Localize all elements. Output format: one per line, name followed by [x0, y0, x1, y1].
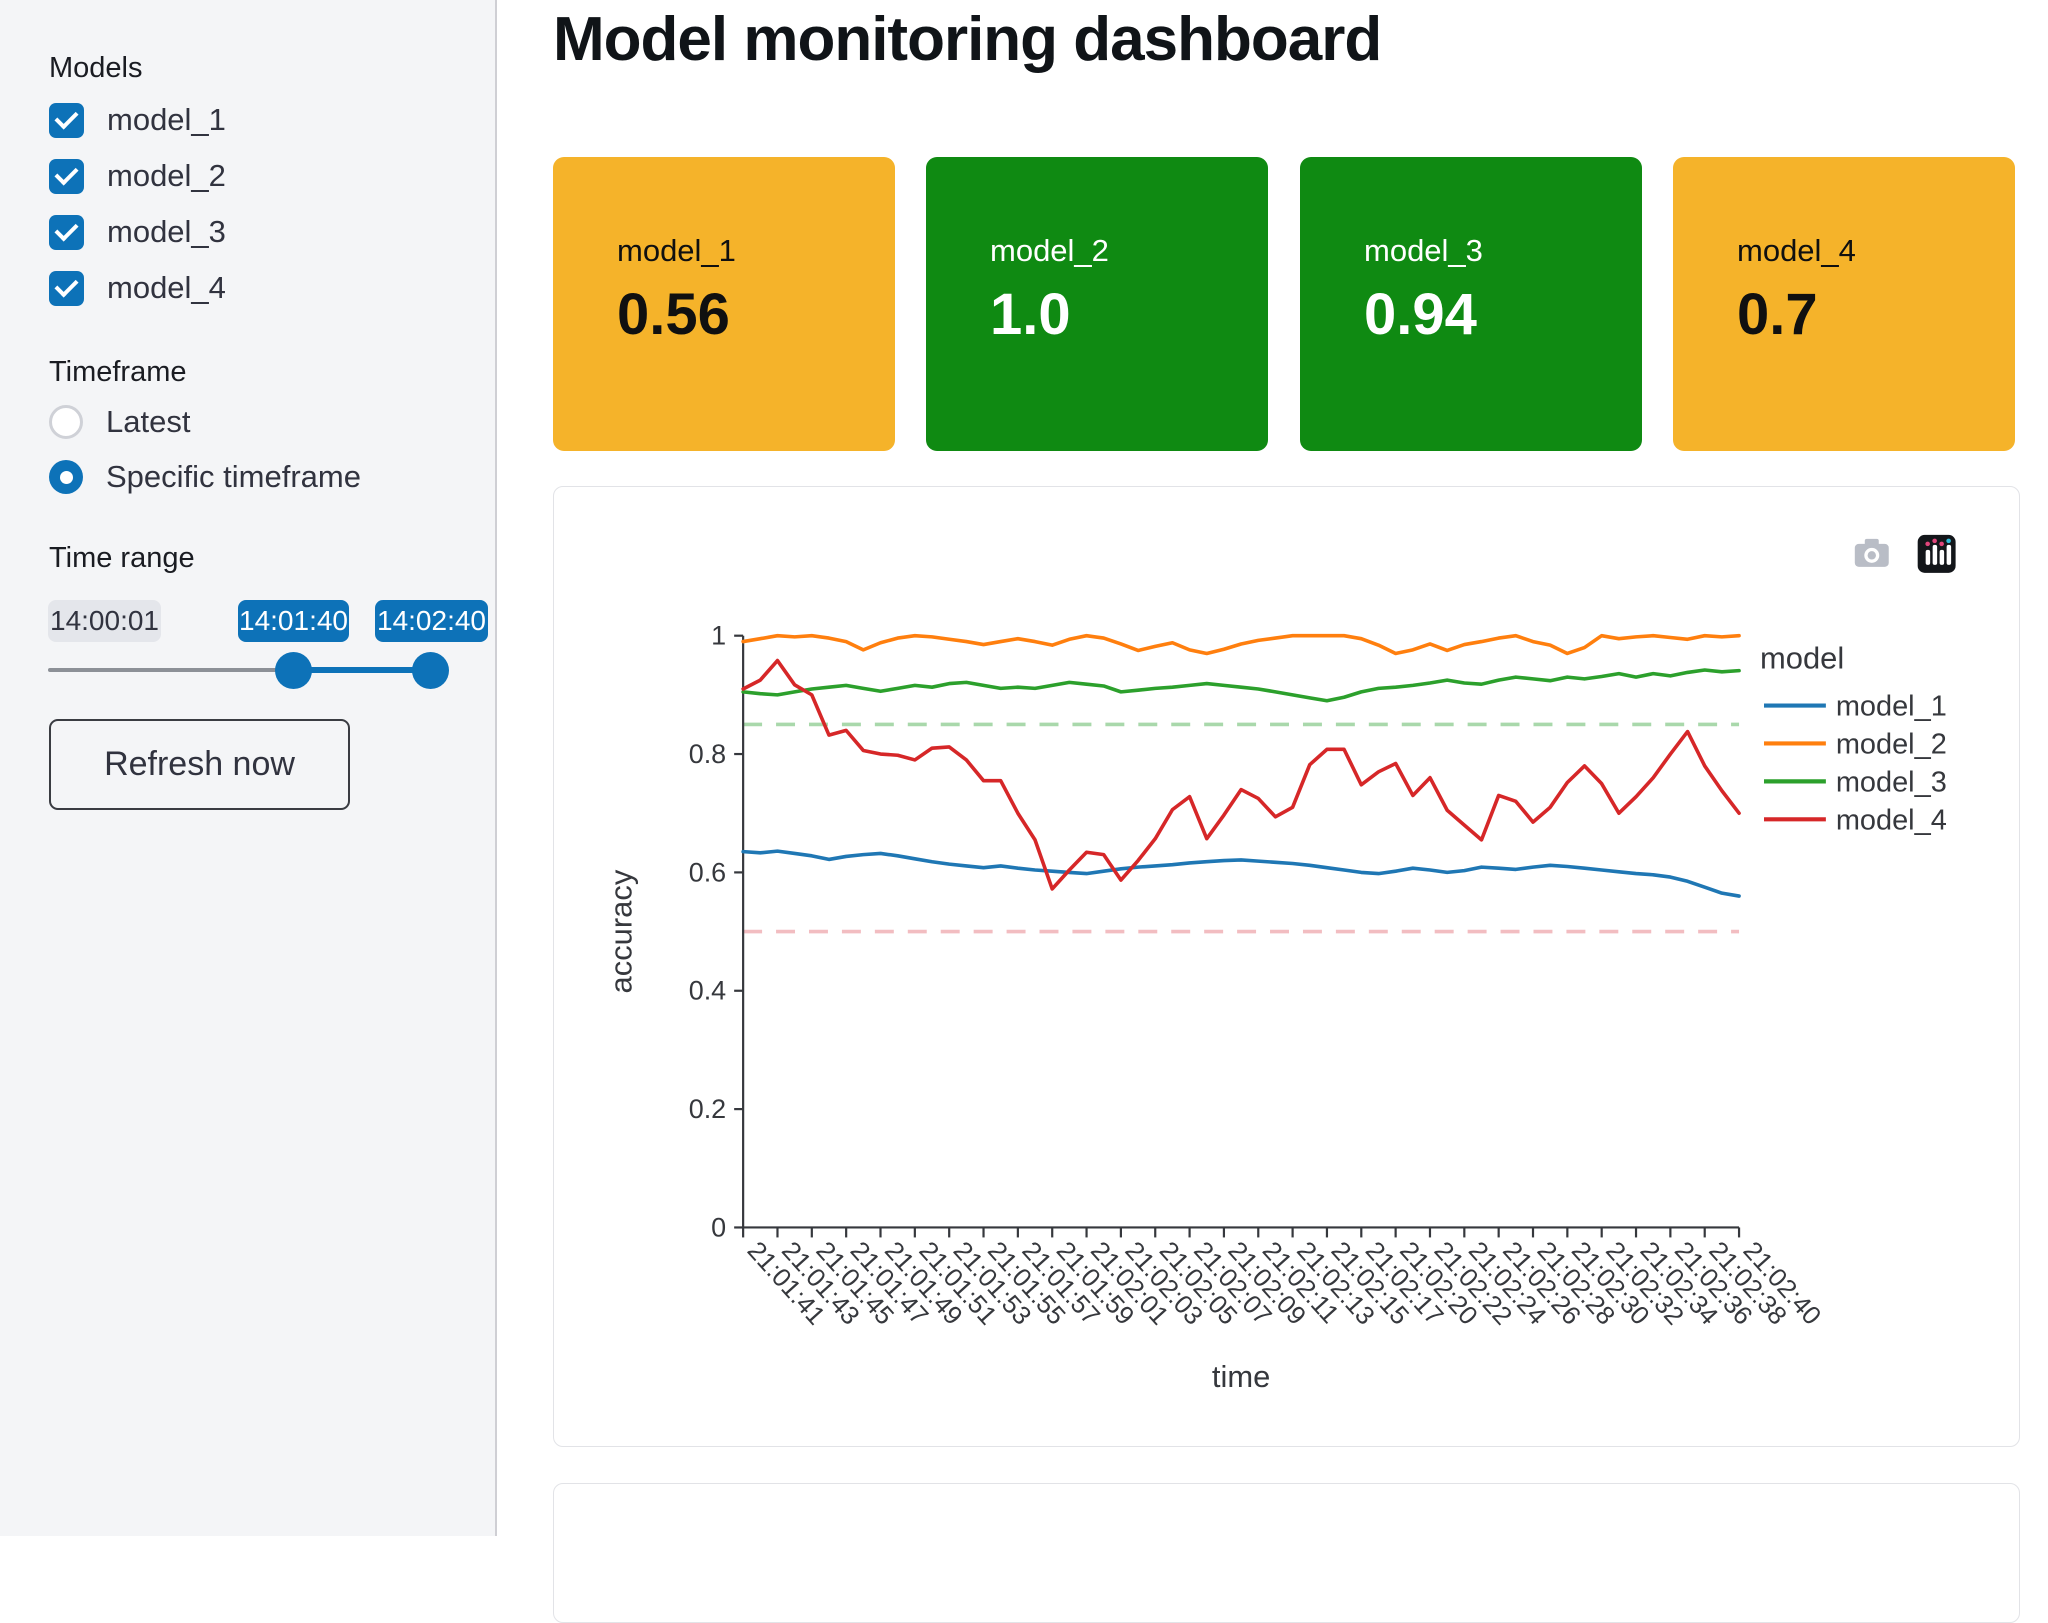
timeframe-option-selected[interactable]: Specific timeframe [49, 453, 361, 501]
series-line-model_3 [741, 668, 1741, 703]
legend: model model_1 model_2 model_3 model_4 [1760, 641, 1947, 837]
model-checkbox-row-model_2[interactable]: model_2 [49, 152, 226, 200]
slider-selected-range[interactable] [293, 667, 431, 673]
legend-item-model_4[interactable]: model_4 [1764, 804, 1947, 836]
checkbox-checked-icon[interactable] [49, 158, 84, 194]
metric-card-label: model_2 [990, 233, 1109, 268]
metric-card-model_3: model_3 0.94 [1300, 157, 1642, 451]
checkbox-checked-icon[interactable] [49, 270, 84, 306]
axes [742, 635, 1740, 1229]
timeframe-option-unselected[interactable]: Latest [49, 398, 190, 446]
slider-track[interactable] [48, 668, 430, 672]
page-title: Model monitoring dashboard [553, 5, 1382, 74]
legend-title: model [1760, 641, 1844, 676]
metric-card-label: model_3 [1364, 233, 1483, 268]
checkbox-checked-icon[interactable] [49, 214, 84, 250]
slider-end-value: 14:02:40 [375, 600, 488, 642]
model-checkbox-row-model_1[interactable]: model_1 [49, 96, 226, 144]
y-axis-title: accuracy [603, 869, 638, 993]
timeframe-option-label: Latest [106, 404, 191, 439]
svg-text:model_1: model_1 [1836, 691, 1947, 723]
x-axis-title: time [1212, 1359, 1270, 1394]
chart-container: 0 0.2 0.4 0.6 0.8 1 21:01:41 21:01:43 21:01:45 21… [553, 486, 2020, 1447]
model-checkbox-label: model_4 [107, 270, 226, 305]
svg-text:0.6: 0.6 [689, 857, 726, 887]
svg-text:1: 1 [711, 621, 726, 651]
plotly-logo-icon[interactable] [1917, 534, 1956, 573]
legend-item-model_1[interactable]: model_1 [1764, 691, 1947, 723]
camera-icon[interactable] [1854, 538, 1889, 567]
metric-card-value: 1.0 [990, 282, 1071, 347]
slider-handle-start[interactable] [275, 652, 312, 689]
svg-text:0.4: 0.4 [689, 976, 726, 1006]
time-range-label: Time range [49, 542, 195, 574]
svg-text:0: 0 [711, 1212, 726, 1242]
y-axis-ticks: 0 0.2 0.4 0.6 0.8 1 [689, 621, 744, 1242]
slider-min-value: 14:00:01 [48, 600, 161, 642]
model-checkbox-label: model_1 [107, 102, 226, 137]
timeframe-label: Timeframe [49, 356, 187, 388]
svg-text:0.8: 0.8 [689, 739, 726, 769]
x-axis-ticks: 21:01:4121:01:4321:01:4521:01:4721:01:49… [742, 1227, 1826, 1330]
metric-card-model_1: model_1 0.56 [553, 157, 895, 451]
series-line-model_4 [741, 658, 1741, 891]
legend-item-model_2[interactable]: model_2 [1764, 728, 1947, 760]
legend-item-model_3[interactable]: model_3 [1764, 766, 1947, 798]
checkbox-checked-icon[interactable] [49, 102, 84, 138]
slider-start-value: 14:01:40 [238, 600, 349, 642]
radio-selected-icon[interactable] [49, 460, 83, 494]
model-checkbox-row-model_3[interactable]: model_3 [49, 208, 226, 256]
metric-card-label: model_4 [1737, 233, 1856, 268]
app-root: Models model_1 model_2 model_3 model_4 Time… [0, 0, 2048, 1536]
models-label: Models [49, 52, 143, 84]
refresh-now-button[interactable]: Refresh now [49, 719, 350, 810]
slider-handle-end[interactable] [412, 652, 449, 689]
accuracy-line-chart: 0 0.2 0.4 0.6 0.8 1 21:01:4121:01:4321:01:4521… [603, 534, 1956, 1394]
metric-card-value: 0.94 [1364, 282, 1477, 347]
metric-card-value: 0.7 [1737, 282, 1818, 347]
svg-text:0.2: 0.2 [689, 1094, 726, 1124]
model-checkbox-label: model_3 [107, 214, 226, 249]
model-checkbox-label: model_2 [107, 158, 226, 193]
radio-unselected-icon[interactable] [49, 405, 83, 439]
series-line-model_2 [741, 633, 1741, 656]
metric-card-model_2: model_2 1.0 [926, 157, 1268, 451]
svg-text:model_4: model_4 [1836, 804, 1947, 836]
series-line-model_1 [741, 849, 1741, 898]
sidebar: Models model_1 model_2 model_3 model_4 Time… [0, 0, 497, 1536]
metric-card-value: 0.56 [617, 282, 730, 347]
svg-text:model_2: model_2 [1836, 728, 1947, 760]
next-section-container [553, 1483, 2020, 1623]
main-content: Model monitoring dashboard model_1 0.56 mo… [498, 0, 2048, 1623]
svg-text:model_3: model_3 [1836, 766, 1947, 798]
timeframe-option-label: Specific timeframe [106, 459, 361, 494]
metric-card-model_4: model_4 0.7 [1673, 157, 2015, 451]
model-checkbox-row-model_4[interactable]: model_4 [49, 264, 226, 312]
metric-card-label: model_1 [617, 233, 736, 268]
